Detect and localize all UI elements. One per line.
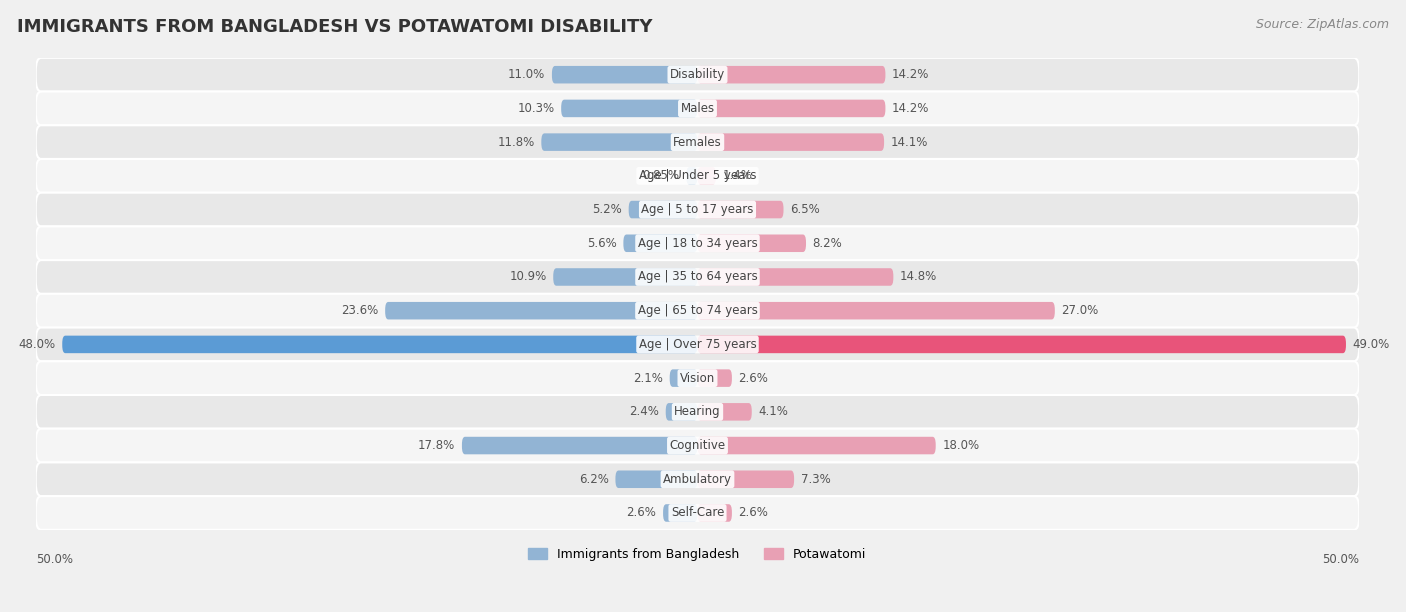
Text: 14.1%: 14.1% bbox=[891, 136, 928, 149]
FancyBboxPatch shape bbox=[35, 125, 1360, 159]
Text: 18.0%: 18.0% bbox=[942, 439, 980, 452]
FancyBboxPatch shape bbox=[541, 133, 697, 151]
FancyBboxPatch shape bbox=[697, 370, 733, 387]
Text: 17.8%: 17.8% bbox=[418, 439, 456, 452]
Text: 10.9%: 10.9% bbox=[509, 271, 547, 283]
FancyBboxPatch shape bbox=[35, 260, 1360, 294]
FancyBboxPatch shape bbox=[35, 361, 1360, 395]
FancyBboxPatch shape bbox=[697, 437, 936, 454]
FancyBboxPatch shape bbox=[669, 370, 697, 387]
FancyBboxPatch shape bbox=[561, 100, 697, 117]
Text: Source: ZipAtlas.com: Source: ZipAtlas.com bbox=[1256, 18, 1389, 31]
Text: 14.2%: 14.2% bbox=[891, 102, 929, 115]
FancyBboxPatch shape bbox=[35, 92, 1360, 125]
FancyBboxPatch shape bbox=[623, 234, 697, 252]
Text: Age | 65 to 74 years: Age | 65 to 74 years bbox=[637, 304, 758, 317]
FancyBboxPatch shape bbox=[62, 335, 697, 353]
FancyBboxPatch shape bbox=[697, 133, 884, 151]
Text: 10.3%: 10.3% bbox=[517, 102, 554, 115]
FancyBboxPatch shape bbox=[697, 268, 893, 286]
Text: 4.1%: 4.1% bbox=[758, 405, 789, 419]
Text: 50.0%: 50.0% bbox=[1322, 553, 1360, 567]
Text: IMMIGRANTS FROM BANGLADESH VS POTAWATOMI DISABILITY: IMMIGRANTS FROM BANGLADESH VS POTAWATOMI… bbox=[17, 18, 652, 36]
Text: 5.2%: 5.2% bbox=[592, 203, 621, 216]
FancyBboxPatch shape bbox=[697, 167, 716, 185]
FancyBboxPatch shape bbox=[697, 66, 886, 83]
FancyBboxPatch shape bbox=[664, 504, 697, 522]
FancyBboxPatch shape bbox=[463, 437, 697, 454]
Text: 50.0%: 50.0% bbox=[35, 553, 73, 567]
FancyBboxPatch shape bbox=[686, 167, 697, 185]
Text: 1.4%: 1.4% bbox=[723, 170, 752, 182]
FancyBboxPatch shape bbox=[35, 58, 1360, 92]
Text: Cognitive: Cognitive bbox=[669, 439, 725, 452]
Text: Males: Males bbox=[681, 102, 714, 115]
Text: 23.6%: 23.6% bbox=[342, 304, 378, 317]
Text: 2.1%: 2.1% bbox=[633, 371, 664, 384]
Text: Self-Care: Self-Care bbox=[671, 507, 724, 520]
FancyBboxPatch shape bbox=[35, 395, 1360, 428]
Text: 6.5%: 6.5% bbox=[790, 203, 820, 216]
Text: 49.0%: 49.0% bbox=[1353, 338, 1391, 351]
FancyBboxPatch shape bbox=[385, 302, 697, 319]
Text: Age | 5 to 17 years: Age | 5 to 17 years bbox=[641, 203, 754, 216]
Text: Ambulatory: Ambulatory bbox=[664, 472, 733, 486]
Text: Females: Females bbox=[673, 136, 721, 149]
FancyBboxPatch shape bbox=[697, 201, 783, 218]
Text: Age | 35 to 64 years: Age | 35 to 64 years bbox=[637, 271, 758, 283]
FancyBboxPatch shape bbox=[553, 268, 697, 286]
FancyBboxPatch shape bbox=[35, 226, 1360, 260]
Text: 6.2%: 6.2% bbox=[579, 472, 609, 486]
FancyBboxPatch shape bbox=[697, 504, 733, 522]
Text: 8.2%: 8.2% bbox=[813, 237, 842, 250]
Text: Age | Over 75 years: Age | Over 75 years bbox=[638, 338, 756, 351]
Text: Hearing: Hearing bbox=[673, 405, 721, 419]
FancyBboxPatch shape bbox=[665, 403, 697, 420]
Text: 11.8%: 11.8% bbox=[498, 136, 534, 149]
FancyBboxPatch shape bbox=[697, 335, 1346, 353]
FancyBboxPatch shape bbox=[616, 471, 697, 488]
Text: 48.0%: 48.0% bbox=[18, 338, 56, 351]
FancyBboxPatch shape bbox=[35, 496, 1360, 530]
Text: 5.6%: 5.6% bbox=[588, 237, 617, 250]
Text: 27.0%: 27.0% bbox=[1062, 304, 1098, 317]
FancyBboxPatch shape bbox=[35, 294, 1360, 327]
FancyBboxPatch shape bbox=[697, 302, 1054, 319]
Legend: Immigrants from Bangladesh, Potawatomi: Immigrants from Bangladesh, Potawatomi bbox=[523, 543, 872, 566]
FancyBboxPatch shape bbox=[35, 193, 1360, 226]
FancyBboxPatch shape bbox=[697, 471, 794, 488]
Text: 0.85%: 0.85% bbox=[643, 170, 679, 182]
Text: 11.0%: 11.0% bbox=[508, 68, 546, 81]
FancyBboxPatch shape bbox=[35, 159, 1360, 193]
Text: 14.2%: 14.2% bbox=[891, 68, 929, 81]
Text: 2.6%: 2.6% bbox=[738, 371, 769, 384]
FancyBboxPatch shape bbox=[553, 66, 697, 83]
Text: 14.8%: 14.8% bbox=[900, 271, 938, 283]
Text: Vision: Vision bbox=[681, 371, 716, 384]
FancyBboxPatch shape bbox=[35, 428, 1360, 463]
Text: 7.3%: 7.3% bbox=[800, 472, 831, 486]
Text: Age | Under 5 years: Age | Under 5 years bbox=[638, 170, 756, 182]
Text: 2.6%: 2.6% bbox=[738, 507, 769, 520]
Text: 2.4%: 2.4% bbox=[630, 405, 659, 419]
Text: 2.6%: 2.6% bbox=[627, 507, 657, 520]
Text: Disability: Disability bbox=[669, 68, 725, 81]
FancyBboxPatch shape bbox=[697, 403, 752, 420]
FancyBboxPatch shape bbox=[35, 327, 1360, 361]
FancyBboxPatch shape bbox=[697, 100, 886, 117]
Text: Age | 18 to 34 years: Age | 18 to 34 years bbox=[637, 237, 758, 250]
FancyBboxPatch shape bbox=[628, 201, 697, 218]
FancyBboxPatch shape bbox=[697, 234, 806, 252]
FancyBboxPatch shape bbox=[35, 463, 1360, 496]
